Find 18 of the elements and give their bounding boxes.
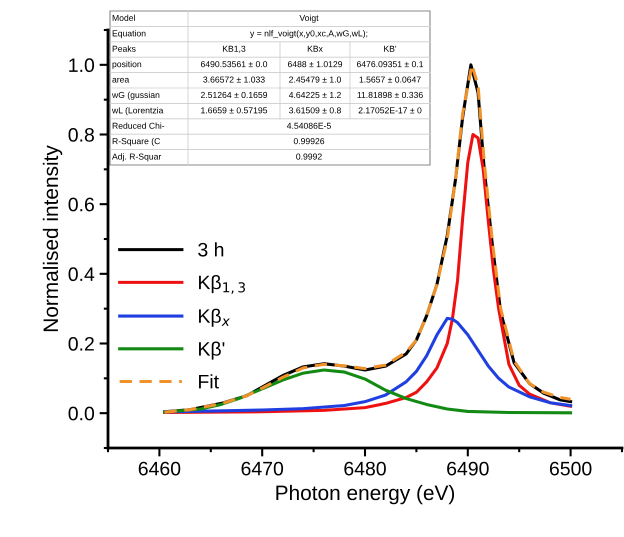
x-tick-label: 6470 [242, 462, 284, 476]
x-tick-label: 6500 [550, 462, 592, 476]
legend-label: Kβ$_{1,3}$ [199, 275, 245, 294]
legend-label: 3 h [198, 242, 224, 257]
x-tick-label: 6480 [344, 462, 386, 476]
x-tick-label: 6460 [138, 462, 180, 476]
x-axis-title: Photon energy (eV) [276, 484, 454, 504]
y-axis-title: Normalised intensity [42, 145, 62, 332]
y-tick-label: 0.0 [68, 406, 94, 420]
y-tick-label: 0.6 [68, 198, 94, 212]
legend-label: Kβ' [199, 342, 224, 360]
y-tick-label: 0.4 [68, 267, 94, 282]
y-tick-label: 0.2 [68, 336, 94, 351]
legend-label: Fit [199, 374, 219, 388]
y-tick-label: 1.0 [69, 58, 94, 72]
x-tick-label: 6490 [447, 462, 489, 476]
y-tick-label: 0.8 [68, 128, 94, 142]
legend-label: Kβ$_{x}$ [199, 308, 230, 327]
